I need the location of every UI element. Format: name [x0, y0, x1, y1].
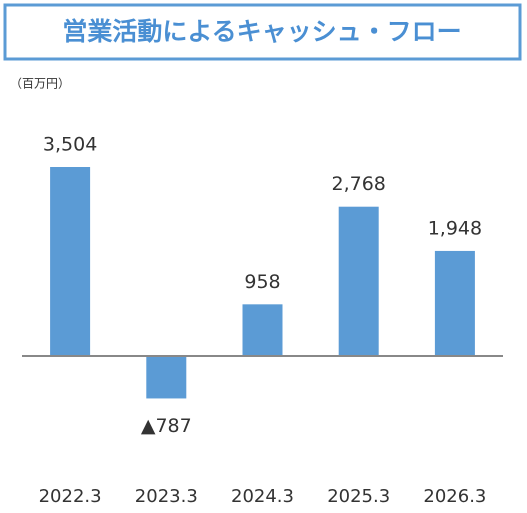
unit-label: （百万円）: [10, 77, 70, 91]
x-tick-label: 2023.3: [135, 486, 198, 507]
x-tick-label: 2026.3: [423, 486, 486, 507]
x-tick-label: 2022.3: [39, 486, 102, 507]
value-label: 2,768: [331, 173, 385, 195]
bar: [338, 206, 379, 356]
value-label: 1,948: [428, 217, 482, 239]
value-label: 3,504: [43, 134, 97, 156]
bar: [50, 167, 91, 356]
title-box: [3, 3, 522, 61]
bar: [434, 250, 475, 356]
chart-title: 営業活動によるキャッシュ・フロー: [62, 17, 461, 46]
x-tick-label: 2025.3: [327, 486, 390, 507]
value-label: ▲787: [141, 415, 192, 437]
x-tick-label: 2024.3: [231, 486, 294, 507]
bar: [242, 304, 283, 356]
bar: [146, 356, 187, 399]
value-label: 958: [244, 271, 280, 293]
